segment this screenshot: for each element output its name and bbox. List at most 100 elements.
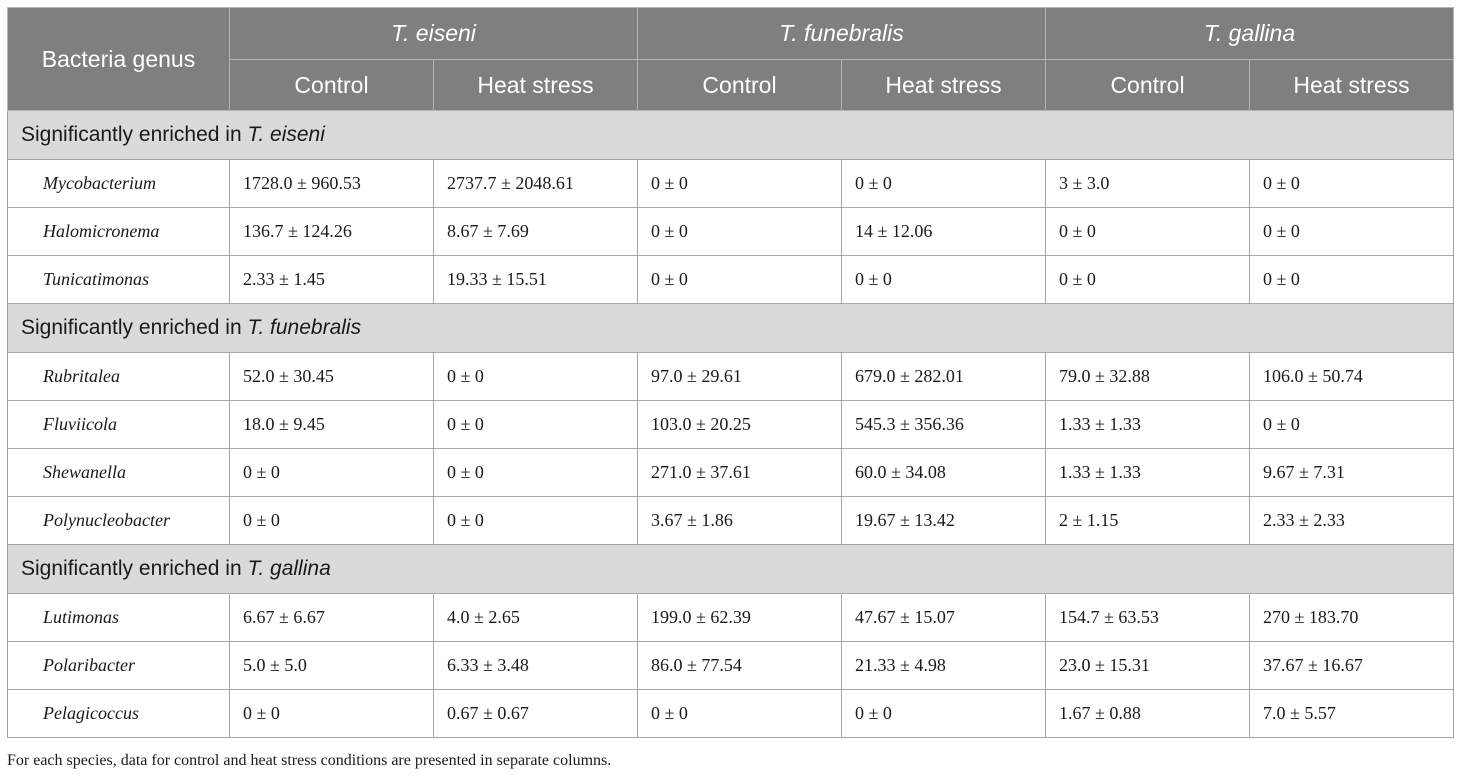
value-cell: 52.0 ± 30.45 <box>229 352 434 401</box>
genus-cell: Polynucleobacter <box>7 496 230 545</box>
genus-cell: Polaribacter <box>7 641 230 690</box>
bacteria-table: Bacteria genus T. eiseni T. funebralis T… <box>6 7 1455 738</box>
genus-cell: Lutimonas <box>7 593 230 642</box>
table-row: Rubritalea 52.0 ± 30.45 0 ± 0 97.0 ± 29.61 6… <box>7 352 1455 401</box>
value-cell: 0 ± 0 <box>433 352 638 401</box>
section-title-prefix: Significantly enriched in <box>21 123 248 146</box>
section-title-prefix: Significantly enriched in <box>21 316 248 339</box>
value-cell: 0 ± 0 <box>1249 159 1455 208</box>
value-cell: 9.67 ± 7.31 <box>1249 448 1455 497</box>
section-title: Significantly enriched in T. gallina <box>6 544 1455 594</box>
condition-header: Control <box>229 59 434 111</box>
genus-cell: Rubritalea <box>7 352 230 401</box>
value-cell: 79.0 ± 32.88 <box>1045 352 1251 401</box>
value-cell: 0 ± 0 <box>229 448 434 497</box>
value-cell: 0 ± 0 <box>1249 255 1455 304</box>
value-cell: 154.7 ± 63.53 <box>1045 593 1251 642</box>
value-cell: 60.0 ± 34.08 <box>840 448 1047 497</box>
value-cell: 545.3 ± 356.36 <box>840 400 1047 449</box>
section-title-species: T. funebralis <box>247 316 362 339</box>
table-row: Mycobacterium 1728.0 ± 960.53 2737.7 ± 204… <box>7 159 1455 208</box>
genus-cell: Pelagicoccus <box>7 689 230 738</box>
value-cell: 270 ± 183.70 <box>1249 593 1455 642</box>
condition-header: Control <box>637 59 842 111</box>
section-header-row: Significantly enriched in T. funebralis <box>6 303 1455 353</box>
value-cell: 0 ± 0 <box>433 496 638 545</box>
value-cell: 0 ± 0 <box>433 400 638 449</box>
genus-cell: Shewanella <box>7 448 230 497</box>
value-cell: 2737.7 ± 2048.61 <box>433 159 638 208</box>
value-cell: 47.67 ± 15.07 <box>840 593 1047 642</box>
species-header-funebralis: T. funebralis <box>636 7 1047 60</box>
value-cell: 3 ± 3.0 <box>1045 159 1251 208</box>
table-row: Halomicronema 136.7 ± 124.26 8.67 ± 7.69 0 … <box>7 207 1455 256</box>
genus-cell: Tunicatimonas <box>7 255 230 304</box>
section-title-species: T. eiseni <box>247 123 325 146</box>
header-row-species: Bacteria genus T. eiseni T. funebralis T… <box>7 7 1455 111</box>
value-cell: 106.0 ± 50.74 <box>1249 352 1455 401</box>
table-row: Polaribacter 5.0 ± 5.0 6.33 ± 3.48 86.0 ± 7… <box>7 641 1455 690</box>
value-cell: 2.33 ± 1.45 <box>229 255 434 304</box>
value-cell: 0.67 ± 0.67 <box>433 689 638 738</box>
table-row: Lutimonas 6.67 ± 6.67 4.0 ± 2.65 199.0 ± 62… <box>7 593 1455 642</box>
genus-cell: Fluviicola <box>7 400 230 449</box>
value-cell: 0 ± 0 <box>433 448 638 497</box>
value-cell: 97.0 ± 29.61 <box>637 352 842 401</box>
value-cell: 0 ± 0 <box>229 689 434 738</box>
value-cell: 3.67 ± 1.86 <box>637 496 842 545</box>
data-table-container: Bacteria genus T. eiseni T. funebralis T… <box>6 7 1455 738</box>
value-cell: 6.67 ± 6.67 <box>229 593 434 642</box>
section-title: Significantly enriched in T. funebralis <box>6 303 1455 353</box>
value-cell: 1.33 ± 1.33 <box>1045 400 1251 449</box>
value-cell: 14 ± 12.06 <box>840 207 1047 256</box>
section-title-prefix: Significantly enriched in <box>21 557 248 580</box>
value-cell: 199.0 ± 62.39 <box>637 593 842 642</box>
table-footnote: For each species, data for control and h… <box>7 752 612 769</box>
value-cell: 0 ± 0 <box>1045 207 1251 256</box>
table-body: Significantly enriched in T. eiseni Mycob… <box>6 110 1455 738</box>
value-cell: 1.67 ± 0.88 <box>1045 689 1251 738</box>
species-header-gallina: T. gallina <box>1045 7 1455 60</box>
value-cell: 1728.0 ± 960.53 <box>229 159 434 208</box>
value-cell: 19.67 ± 13.42 <box>840 496 1047 545</box>
value-cell: 18.0 ± 9.45 <box>229 400 434 449</box>
table-row: Tunicatimonas 2.33 ± 1.45 19.33 ± 15.51 0 ±… <box>7 255 1455 304</box>
value-cell: 37.67 ± 16.67 <box>1249 641 1455 690</box>
value-cell: 0 ± 0 <box>1249 207 1455 256</box>
header-row-conditions: Control Heat stress Control Heat stress … <box>8 59 1455 111</box>
value-cell: 0 ± 0 <box>637 207 842 256</box>
section-header-row: Significantly enriched in T. gallina <box>6 544 1455 594</box>
condition-header: Heat stress <box>840 59 1047 111</box>
value-cell: 0 ± 0 <box>637 159 842 208</box>
value-cell: 2.33 ± 2.33 <box>1249 496 1455 545</box>
section-title-species: T. gallina <box>247 557 331 580</box>
value-cell: 0 ± 0 <box>1249 400 1455 449</box>
genus-column-header: Bacteria genus <box>7 7 230 111</box>
value-cell: 21.33 ± 4.98 <box>840 641 1047 690</box>
value-cell: 19.33 ± 15.51 <box>433 255 638 304</box>
value-cell: 0 ± 0 <box>1045 255 1251 304</box>
value-cell: 103.0 ± 20.25 <box>637 400 842 449</box>
value-cell: 0 ± 0 <box>840 689 1047 738</box>
condition-header: Heat stress <box>433 59 638 111</box>
value-cell: 5.0 ± 5.0 <box>229 641 434 690</box>
species-header-eiseni: T. eiseni <box>229 7 638 60</box>
value-cell: 23.0 ± 15.31 <box>1045 641 1251 690</box>
value-cell: 0 ± 0 <box>840 159 1047 208</box>
section-header-row: Significantly enriched in T. eiseni <box>6 110 1455 160</box>
value-cell: 0 ± 0 <box>229 496 434 545</box>
section-title: Significantly enriched in T. eiseni <box>6 110 1455 160</box>
value-cell: 0 ± 0 <box>840 255 1047 304</box>
genus-cell: Halomicronema <box>7 207 230 256</box>
condition-header: Control <box>1045 59 1251 111</box>
value-cell: 679.0 ± 282.01 <box>840 352 1047 401</box>
value-cell: 8.67 ± 7.69 <box>433 207 638 256</box>
genus-cell: Mycobacterium <box>7 159 230 208</box>
value-cell: 86.0 ± 77.54 <box>637 641 842 690</box>
value-cell: 2 ± 1.15 <box>1045 496 1251 545</box>
table-row: Fluviicola 18.0 ± 9.45 0 ± 0 103.0 ± 20.25 5… <box>7 400 1455 449</box>
value-cell: 271.0 ± 37.61 <box>637 448 842 497</box>
